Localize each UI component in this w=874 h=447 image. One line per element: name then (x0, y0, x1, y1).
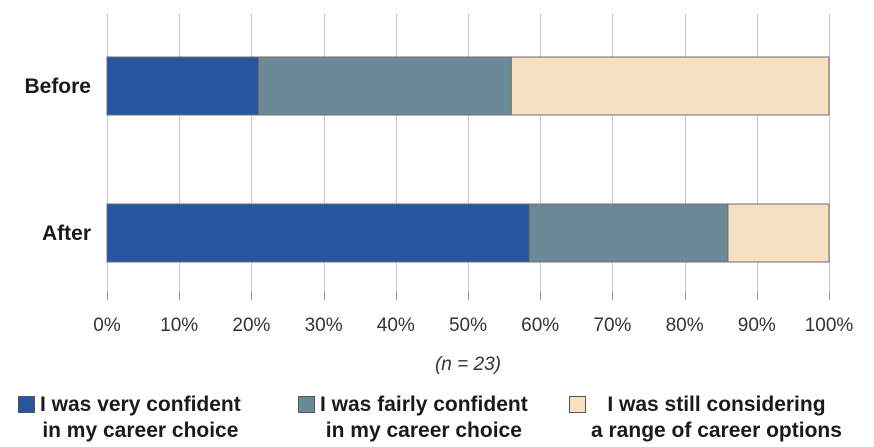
x-tick-label: 60% (521, 315, 559, 336)
legend: I was very confident in my career choice… (0, 392, 874, 447)
x-tick-label: 50% (449, 315, 487, 336)
bar-segment (727, 203, 830, 263)
bar-segment (528, 203, 729, 263)
bar-segment (106, 56, 260, 116)
sample-size-note: (n = 23) (435, 354, 501, 375)
legend-item-very-confident: I was very confident in my career choice (18, 392, 241, 444)
bar-segment (510, 56, 830, 116)
bar-segment (258, 56, 512, 116)
x-tick-label: 10% (160, 315, 198, 336)
legend-swatch-still-considering (569, 396, 586, 413)
x-tick-label: 20% (232, 315, 270, 336)
bar-segment (106, 203, 530, 263)
legend-item-fairly-confident: I was fairly confident in my career choi… (298, 392, 528, 444)
x-tick-label: 80% (666, 315, 704, 336)
x-tick-label: 70% (593, 315, 631, 336)
legend-label-very-confident-line1: I was very confident (40, 393, 241, 416)
x-tick-label: 0% (93, 315, 121, 336)
x-tick-labels: 0% 10% 20% 30% 40% 50% 60% 70% 80% 90% 100% (93, 315, 853, 336)
category-labels: Before After (24, 75, 91, 245)
legend-label-still-considering-line1: I was still considering (607, 393, 826, 416)
legend-label-very-confident-line2: in my career choice (42, 419, 239, 442)
x-tick-label: 90% (738, 315, 776, 336)
x-tick-label: 40% (377, 315, 415, 336)
bar-groups (106, 56, 830, 263)
legend-item-still-considering: I was still considering a range of caree… (569, 392, 842, 444)
legend-label-fairly-confident-line2: in my career choice (325, 419, 522, 442)
category-label: Before (24, 75, 91, 98)
category-label: After (42, 222, 91, 245)
x-tick-label: 100% (805, 315, 854, 336)
legend-label-still-considering-line2: a range of career options (591, 419, 842, 442)
x-tick-label: 30% (305, 315, 343, 336)
legend-swatch-very-confident (18, 396, 35, 413)
chart-area: Before After 0% 10% 20% 30% 40% 50% 60% 70% 80% 90… (24, 14, 853, 375)
legend-label-fairly-confident-line1: I was fairly confident (320, 393, 528, 416)
legend-swatch-fairly-confident (298, 396, 315, 413)
